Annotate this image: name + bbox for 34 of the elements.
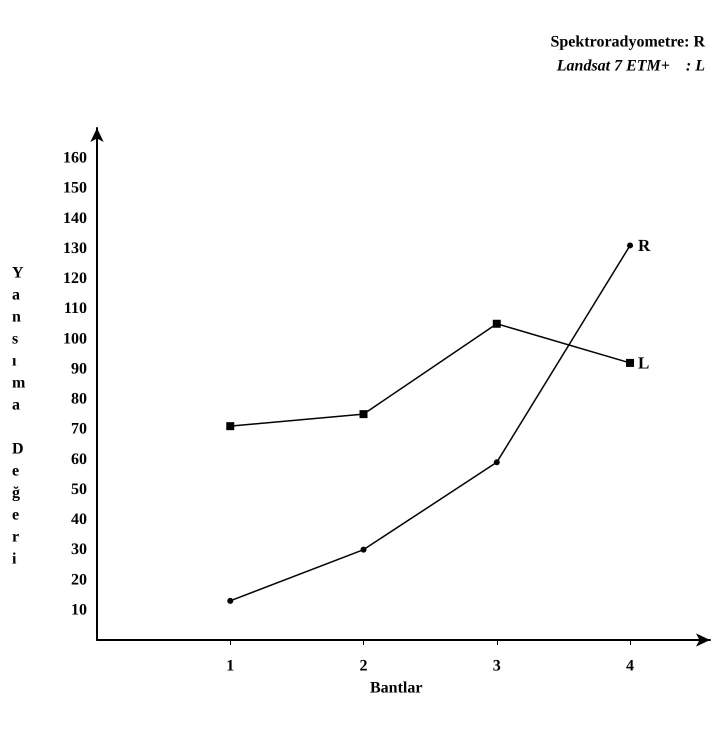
y-tick-label: 10 bbox=[71, 601, 87, 618]
y-tick-label: 160 bbox=[63, 150, 87, 167]
text: Spektroradyometre: R bbox=[550, 34, 706, 50]
y-tick-label: 50 bbox=[71, 480, 87, 498]
y-tick-label: 120 bbox=[63, 270, 87, 288]
y-tick-label: 20 bbox=[71, 571, 87, 588]
point bbox=[360, 410, 368, 418]
series-label: R bbox=[638, 236, 652, 255]
y-tick-label: 110 bbox=[64, 300, 87, 318]
y-tick-label: 30 bbox=[71, 541, 87, 558]
y-tick-label: 90 bbox=[71, 360, 87, 378]
text: Landsat 7 ETM+ : L bbox=[556, 58, 706, 74]
y-tick-label: 80 bbox=[71, 390, 87, 408]
x-tick-label: 3 bbox=[492, 658, 501, 674]
point bbox=[494, 459, 500, 466]
point bbox=[226, 422, 234, 430]
point bbox=[627, 242, 634, 248]
point bbox=[492, 320, 501, 328]
x-tick-label: 4 bbox=[626, 658, 634, 674]
y-tick-label: 100 bbox=[63, 330, 87, 348]
y-tick-label: 60 bbox=[71, 450, 87, 468]
point bbox=[360, 546, 367, 553]
point bbox=[626, 358, 634, 367]
x-tick-label: 1 bbox=[226, 658, 234, 674]
series-label: L bbox=[638, 353, 650, 372]
x-tick-label: 2 bbox=[360, 658, 368, 674]
point bbox=[227, 598, 234, 604]
y-tick-label: 130 bbox=[63, 240, 87, 257]
text: Yansıma Değeri bbox=[12, 264, 26, 568]
y-tick-label: 140 bbox=[63, 210, 87, 227]
x-axis-title: Bantlar bbox=[370, 680, 422, 696]
y-tick-label: 150 bbox=[63, 180, 87, 197]
y-tick-label: 70 bbox=[71, 420, 87, 438]
y-tick-label: 40 bbox=[71, 511, 87, 528]
